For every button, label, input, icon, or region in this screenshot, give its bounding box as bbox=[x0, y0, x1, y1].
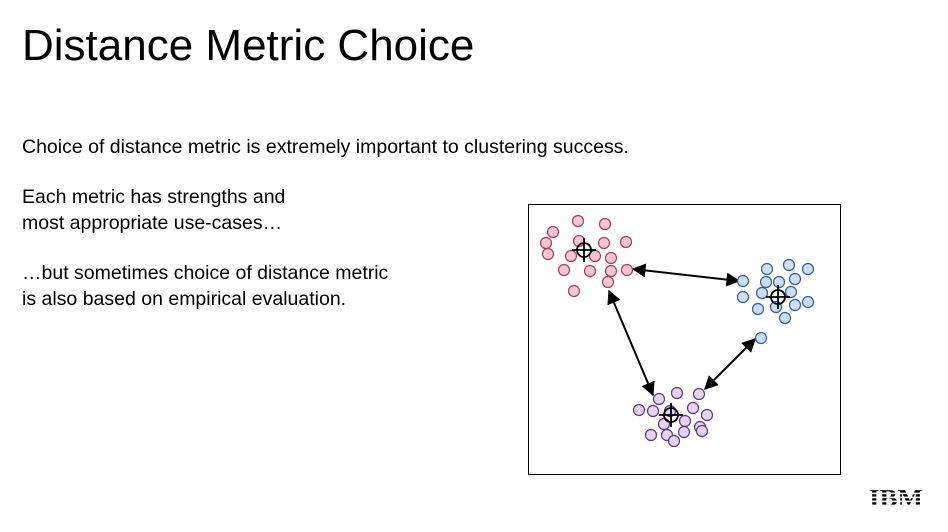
blue-cluster bbox=[736, 258, 815, 345]
data-point bbox=[677, 425, 691, 439]
data-point bbox=[678, 414, 692, 428]
data-point bbox=[652, 392, 666, 406]
data-point bbox=[801, 262, 815, 276]
centroid-pink bbox=[572, 238, 596, 262]
text-line: …but sometimes choice of distance metric bbox=[22, 262, 389, 284]
data-point bbox=[604, 251, 618, 265]
text-line: Choice of distance metric is extremely i… bbox=[22, 136, 629, 158]
data-point bbox=[778, 311, 792, 325]
data-point bbox=[667, 434, 681, 448]
data-point bbox=[801, 295, 815, 309]
data-point bbox=[597, 236, 611, 250]
data-point bbox=[644, 428, 658, 442]
text-line: Each metric has strengths and bbox=[22, 186, 286, 208]
centroid-blue bbox=[766, 285, 790, 309]
data-point bbox=[736, 274, 750, 288]
data-point bbox=[788, 272, 802, 286]
text-line: is also based on empirical evaluation. bbox=[22, 288, 347, 310]
data-point bbox=[692, 387, 706, 401]
data-point bbox=[620, 263, 634, 277]
data-point bbox=[646, 404, 660, 418]
data-point bbox=[736, 290, 750, 304]
data-point bbox=[782, 258, 796, 272]
arrow-purple-blue bbox=[704, 338, 756, 390]
slide-title: Distance Metric Choice bbox=[22, 21, 475, 70]
data-point bbox=[760, 262, 774, 276]
data-point bbox=[754, 331, 768, 345]
data-point bbox=[598, 217, 612, 231]
data-point bbox=[619, 235, 633, 249]
arrow-pink-purple bbox=[607, 289, 655, 397]
data-point bbox=[772, 275, 786, 289]
data-point bbox=[700, 408, 714, 422]
data-point bbox=[755, 286, 769, 300]
data-point bbox=[583, 264, 597, 278]
centroid-purple bbox=[659, 403, 683, 427]
purple-cluster bbox=[632, 386, 714, 448]
cluster-diagram-svg bbox=[539, 214, 815, 448]
data-point bbox=[695, 424, 709, 438]
data-point bbox=[751, 302, 765, 316]
data-point bbox=[567, 284, 581, 298]
data-point bbox=[557, 263, 571, 277]
ibm-logo-mark: IBM bbox=[869, 486, 923, 512]
data-point bbox=[759, 275, 773, 289]
data-point bbox=[788, 298, 802, 312]
paragraph-strengths: Each metric has strengths and most appro… bbox=[22, 184, 285, 236]
text-line: most appropriate use-cases… bbox=[22, 212, 283, 234]
paragraph-importance: Choice of distance metric is extremely i… bbox=[22, 134, 629, 160]
arrow-pink-blue bbox=[631, 263, 741, 287]
data-point bbox=[670, 386, 684, 400]
data-point bbox=[784, 285, 798, 299]
ibm-logo: IBM bbox=[868, 486, 924, 513]
logo-text: IBM bbox=[869, 486, 923, 508]
data-point bbox=[571, 214, 585, 228]
data-point bbox=[564, 249, 578, 263]
data-point bbox=[541, 247, 555, 261]
cluster-diagram bbox=[528, 204, 841, 475]
data-point bbox=[632, 403, 646, 417]
data-point bbox=[686, 401, 700, 415]
data-point bbox=[604, 264, 618, 278]
data-point bbox=[601, 275, 615, 289]
paragraph-empirical: …but sometimes choice of distance metric… bbox=[22, 260, 388, 312]
data-point bbox=[539, 236, 553, 250]
data-point bbox=[657, 417, 671, 431]
data-point bbox=[546, 225, 560, 239]
